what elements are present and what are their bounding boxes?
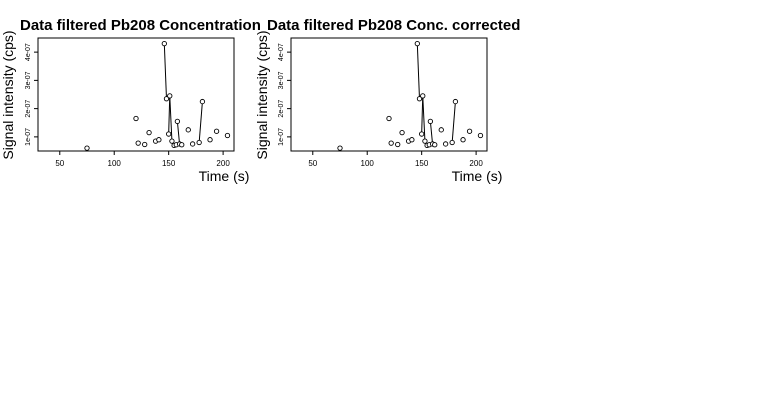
x-axis-label: Time (s) xyxy=(199,168,250,184)
y-tick-label: 1e-07 xyxy=(278,128,285,146)
x-tick-label: 200 xyxy=(216,159,230,168)
chart-title: Data filtered Pb208 Conc. corrected xyxy=(267,17,520,34)
data-point xyxy=(386,115,392,122)
data-point xyxy=(156,137,162,143)
series-segment xyxy=(198,101,203,143)
data-point xyxy=(449,139,455,146)
data-point xyxy=(196,139,202,146)
y-tick-label: 2e-07 xyxy=(278,100,285,118)
series-segment xyxy=(169,95,173,142)
plot-marks: 50 100 150 200 1e-07 2e-07 3e-07 4e-07 xyxy=(25,41,230,168)
x-tick-label: 50 xyxy=(55,159,64,168)
data-point xyxy=(442,141,449,147)
data-point xyxy=(419,131,425,137)
y-tick-label: 3e-07 xyxy=(25,71,32,89)
plot-marks: 50 100 150 200 1e-07 2e-07 3e-07 4e-07 xyxy=(278,41,483,168)
data-point xyxy=(84,145,90,151)
data-point xyxy=(142,141,148,148)
y-tick-label: 4e-07 xyxy=(278,43,285,61)
data-point xyxy=(199,98,206,105)
data-point xyxy=(409,137,415,143)
data-point xyxy=(420,93,426,99)
series-segment xyxy=(416,43,420,99)
data-point xyxy=(432,142,438,148)
x-tick-label: 150 xyxy=(415,159,429,168)
series-segment xyxy=(163,43,167,99)
data-point xyxy=(477,132,484,139)
series-segment xyxy=(451,101,456,143)
chart-panel-corrected: Data filtered Pb208 Conc. corrected Sign… xyxy=(254,17,520,184)
data-point xyxy=(135,140,141,146)
data-point xyxy=(207,137,213,143)
x-tick-label: 100 xyxy=(361,159,375,168)
data-point xyxy=(163,96,170,102)
data-point xyxy=(395,141,401,148)
x-tick-label: 50 xyxy=(308,159,317,168)
data-point xyxy=(416,96,423,102)
data-point xyxy=(185,127,191,133)
data-point xyxy=(438,127,444,133)
data-point xyxy=(167,93,173,99)
x-axis-label: Time (s) xyxy=(452,168,503,184)
y-axis-label: Signal intensity (cps) xyxy=(254,30,270,159)
chart-panel-concentration: Data filtered Pb208 Concentration Signal… xyxy=(0,17,261,184)
data-point xyxy=(174,118,181,124)
y-tick-label: 3e-07 xyxy=(278,71,285,89)
data-point xyxy=(399,129,405,136)
y-tick-label: 1e-07 xyxy=(25,128,32,146)
data-point xyxy=(452,98,459,105)
series-segment xyxy=(422,95,426,142)
data-point xyxy=(213,128,220,134)
chart-title: Data filtered Pb208 Concentration xyxy=(20,17,261,34)
x-tick-label: 150 xyxy=(162,159,176,168)
data-point xyxy=(146,129,152,136)
data-point xyxy=(427,118,434,124)
x-tick-label: 100 xyxy=(108,159,122,168)
x-tick-label: 200 xyxy=(469,159,483,168)
series-segment xyxy=(176,121,181,144)
y-tick-label: 4e-07 xyxy=(25,43,32,61)
data-point xyxy=(166,131,172,137)
data-point xyxy=(179,142,185,148)
y-tick-label: 2e-07 xyxy=(25,100,32,118)
plot-frame xyxy=(37,37,235,152)
data-point xyxy=(422,138,428,144)
data-point xyxy=(460,137,466,143)
data-point xyxy=(388,140,394,146)
data-point xyxy=(169,138,175,144)
data-point xyxy=(466,128,473,134)
data-point xyxy=(189,141,196,147)
data-point xyxy=(133,115,139,122)
data-point xyxy=(337,145,343,151)
data-point xyxy=(414,41,420,47)
data-point xyxy=(161,41,167,47)
plot-frame xyxy=(290,37,488,152)
series-segment xyxy=(429,121,434,144)
y-axis-label: Signal intensity (cps) xyxy=(0,30,16,159)
data-point xyxy=(224,132,231,139)
